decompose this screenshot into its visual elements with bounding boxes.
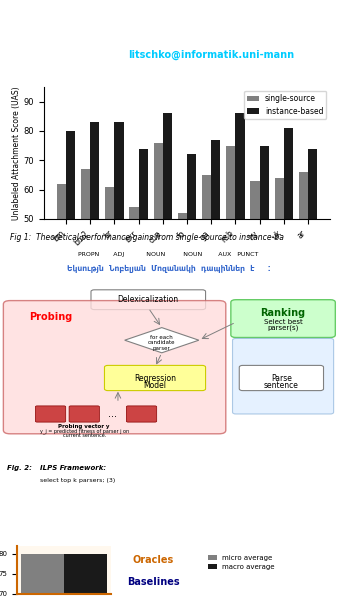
- FancyBboxPatch shape: [126, 406, 157, 422]
- Text: current sentence.: current sentence.: [63, 433, 106, 438]
- Text: Ranking: Ranking: [261, 308, 306, 318]
- Text: select top k parsers; (3): select top k parsers; (3): [40, 478, 118, 482]
- Text: Probing vector y: Probing vector y: [59, 424, 110, 429]
- Polygon shape: [125, 328, 199, 353]
- Bar: [308, 149, 317, 365]
- Text: Baselines: Baselines: [127, 577, 180, 587]
- Legend: micro average, macro average: micro average, macro average: [206, 552, 278, 573]
- Bar: [259, 146, 269, 365]
- Bar: [90, 122, 99, 365]
- Bar: [66, 131, 75, 365]
- Bar: [284, 128, 293, 365]
- Bar: [139, 149, 148, 365]
- Bar: [115, 122, 124, 365]
- Bar: [275, 178, 284, 365]
- Text: for each: for each: [150, 335, 173, 340]
- Bar: [211, 140, 220, 365]
- Legend: single-source, instance-based: single-source, instance-based: [244, 91, 327, 119]
- Bar: [226, 146, 236, 365]
- Bar: [21, 554, 64, 600]
- Bar: [129, 207, 139, 365]
- FancyBboxPatch shape: [3, 301, 226, 434]
- FancyBboxPatch shape: [104, 365, 206, 391]
- Text: Fig 1:  Theoretical performance gains from single-source to instance-ba: Fig 1: Theoretical performance gains fro…: [10, 233, 284, 242]
- Text: Regression: Regression: [134, 373, 176, 383]
- Text: ...: ...: [109, 409, 117, 419]
- Text: Towards Instance-Level Parser Sele: Towards Instance-Level Parser Sele: [10, 19, 245, 32]
- Text: parser: parser: [153, 346, 171, 351]
- Text: sentence: sentence: [264, 381, 299, 390]
- Text: litschko@informatik.uni-mann: litschko@informatik.uni-mann: [128, 50, 294, 60]
- Text: PROPN       ADJ           NOUN         NOUN        AUX   PUNCT: PROPN ADJ NOUN NOUN AUX PUNCT: [78, 251, 259, 257]
- Text: Delexicalization: Delexicalization: [118, 295, 179, 304]
- Text: Probing: Probing: [29, 312, 72, 322]
- Bar: [105, 187, 115, 365]
- Text: ILPS Framework:: ILPS Framework:: [40, 465, 109, 471]
- Text: Fig. 2:: Fig. 2:: [7, 465, 34, 471]
- Text: Model: Model: [144, 381, 166, 390]
- Bar: [178, 213, 187, 365]
- FancyBboxPatch shape: [231, 300, 335, 337]
- Text: Robert Litschko (: Robert Litschko (: [10, 50, 104, 59]
- Bar: [250, 181, 259, 365]
- Text: parser(s): parser(s): [267, 325, 299, 331]
- Bar: [64, 554, 107, 600]
- Text: candidate: candidate: [148, 340, 176, 346]
- Bar: [154, 143, 163, 365]
- FancyBboxPatch shape: [35, 406, 66, 422]
- Y-axis label: Unlabeled Attachment Score (UAS): Unlabeled Attachment Score (UAS): [12, 86, 21, 220]
- FancyBboxPatch shape: [91, 290, 206, 310]
- Bar: [236, 113, 245, 365]
- Bar: [81, 169, 90, 365]
- Bar: [187, 154, 196, 365]
- FancyBboxPatch shape: [69, 406, 99, 422]
- Text: Եկսությն  Նոբելյան  Մոզանակի  դապիններ  է     :: Եկսությն Նոբելյան Մոզանակի դապիններ է :: [67, 265, 270, 274]
- Text: y_j = predicted fitness of parser j on: y_j = predicted fitness of parser j on: [40, 428, 129, 434]
- Bar: [163, 113, 172, 365]
- Bar: [202, 175, 211, 365]
- Bar: [57, 184, 66, 365]
- Text: Parse: Parse: [271, 373, 292, 383]
- Text: Oracles: Oracles: [133, 556, 174, 565]
- Bar: [299, 172, 308, 365]
- FancyBboxPatch shape: [239, 365, 324, 391]
- FancyBboxPatch shape: [233, 338, 334, 414]
- Text: Select best: Select best: [264, 319, 302, 325]
